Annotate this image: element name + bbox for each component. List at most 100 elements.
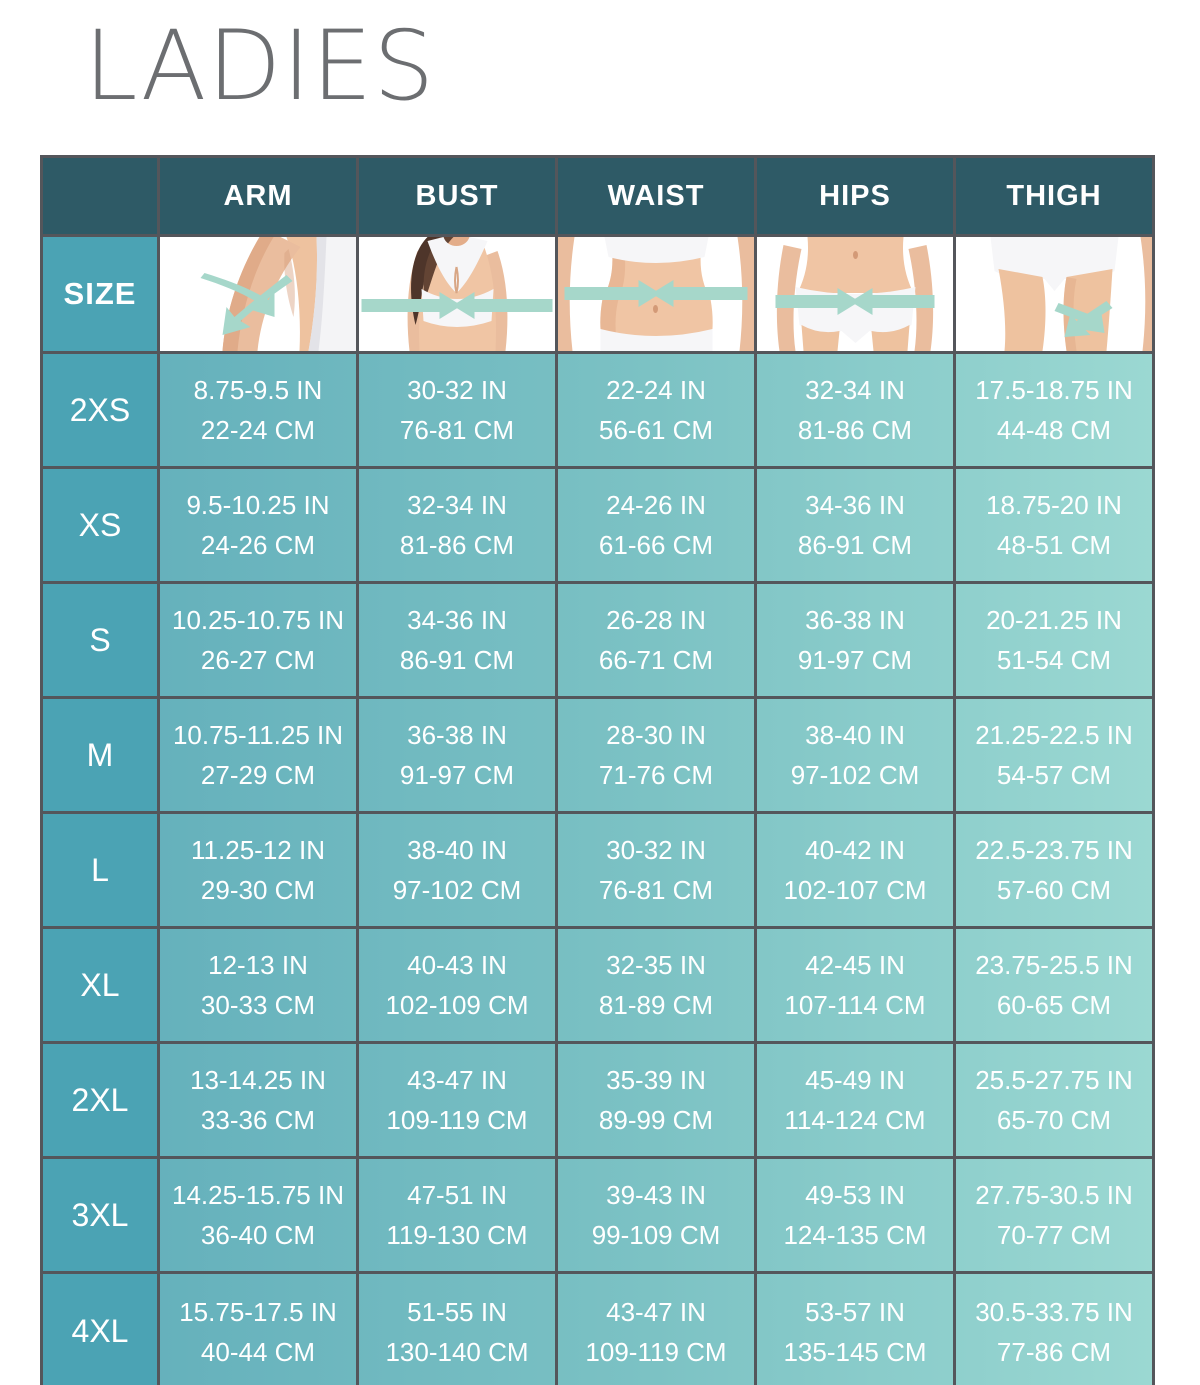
measurement-centimeters: 109-119 CM <box>585 1336 727 1367</box>
measurement-cell-arm: 10.25-10.75 IN 26-27 CM <box>160 584 359 696</box>
measurement-centimeters: 102-109 CM <box>385 990 529 1020</box>
measurement-inches: 18.75-20 IN <box>986 490 1122 520</box>
measurement-centimeters: 66-71 CM <box>598 645 714 675</box>
size-label: XL <box>43 929 160 1041</box>
measurement-inches: 36-38 IN <box>407 720 507 750</box>
measurement-cell-hips: 42-45 IN 107-114 CM <box>757 929 956 1041</box>
measurement-centimeters: 86-91 CM <box>797 530 913 560</box>
measurement-cell-thigh: 22.5-23.75 IN 57-60 CM <box>956 814 1152 926</box>
measurement-cell-waist: 32-35 IN 81-89 CM <box>558 929 757 1041</box>
measurement-cell-thigh: 25.5-27.75 IN 65-70 CM <box>956 1044 1152 1156</box>
size-row: L 11.25-12 IN 29-30 CM 38-40 IN 97-102 C… <box>43 814 1152 929</box>
size-row-header: SIZE <box>43 237 160 351</box>
measurement-inches: 10.25-10.75 IN <box>171 605 344 635</box>
measurement-centimeters: 81-89 CM <box>598 990 714 1020</box>
measurement-centimeters: 22-24 CM <box>200 415 316 445</box>
measurement-cell-bust: 47-51 IN 119-130 CM <box>359 1159 558 1271</box>
measurement-centimeters: 76-81 CM <box>598 875 714 905</box>
column-header: WAIST <box>558 158 757 234</box>
column-header: ARM <box>160 158 359 234</box>
measurement-inches: 40-42 IN <box>805 835 905 865</box>
measurement-centimeters: 119-130 CM <box>386 1220 528 1250</box>
measurement-inches: 43-47 IN <box>407 1065 507 1095</box>
measurement-centimeters: 99-109 CM <box>591 1220 721 1250</box>
column-header: HIPS <box>757 158 956 234</box>
measurement-inches: 25.5-27.75 IN <box>975 1065 1133 1095</box>
measurement-cell-hips: 45-49 IN 114-124 CM <box>757 1044 956 1156</box>
size-row: 4XL 15.75-17.5 IN 40-44 CM 51-55 IN 130-… <box>43 1274 1152 1385</box>
thigh-figure-image <box>956 237 1152 351</box>
measurement-cell-bust: 32-34 IN 81-86 CM <box>359 469 558 581</box>
measurement-centimeters: 33-36 CM <box>200 1105 316 1135</box>
size-label: S <box>43 584 160 696</box>
size-row: 2XL 13-14.25 IN 33-36 CM 43-47 IN 109-11… <box>43 1044 1152 1159</box>
measurement-centimeters: 24-26 CM <box>200 530 316 560</box>
measurement-centimeters: 86-91 CM <box>399 645 515 675</box>
measurement-centimeters: 97-102 CM <box>790 760 920 790</box>
measurement-centimeters: 81-86 CM <box>797 415 913 445</box>
measurement-inches: 20-21.25 IN <box>986 605 1122 635</box>
measurement-inches: 45-49 IN <box>805 1065 905 1095</box>
measurement-centimeters: 65-70 CM <box>996 1105 1112 1135</box>
measurement-centimeters: 70-77 CM <box>996 1220 1112 1250</box>
measurement-centimeters: 26-27 CM <box>200 645 316 675</box>
measurement-cell-hips: 40-42 IN 102-107 CM <box>757 814 956 926</box>
figures-row: SIZE <box>43 237 1152 354</box>
column-header: BUST <box>359 158 558 234</box>
measurement-inches: 49-53 IN <box>805 1180 905 1210</box>
measurement-cell-waist: 43-47 IN 109-119 CM <box>558 1274 757 1385</box>
measurement-cell-waist: 26-28 IN 66-71 CM <box>558 584 757 696</box>
measurement-centimeters: 40-44 CM <box>200 1336 316 1367</box>
measurement-centimeters: 97-102 CM <box>392 875 522 905</box>
measurement-inches: 36-38 IN <box>805 605 905 635</box>
thigh-figure <box>956 237 1152 351</box>
measurement-inches: 28-30 IN <box>606 720 706 750</box>
measurement-cell-waist: 24-26 IN 61-66 CM <box>558 469 757 581</box>
measurement-centimeters: 76-81 CM <box>399 415 515 445</box>
size-row: M 10.75-11.25 IN 27-29 CM 36-38 IN 91-97… <box>43 699 1152 814</box>
measurement-cell-bust: 34-36 IN 86-91 CM <box>359 584 558 696</box>
measurement-inches: 21.25-22.5 IN <box>975 720 1133 750</box>
measurement-centimeters: 29-30 CM <box>200 875 316 905</box>
measurement-inches: 17.5-18.75 IN <box>975 375 1133 405</box>
measurement-centimeters: 61-66 CM <box>598 530 714 560</box>
measurement-inches: 42-45 IN <box>805 950 905 980</box>
measurement-inches: 32-35 IN <box>606 950 706 980</box>
measurement-inches: 53-57 IN <box>805 1296 905 1327</box>
measurement-cell-hips: 38-40 IN 97-102 CM <box>757 699 956 811</box>
measurement-centimeters: 107-114 CM <box>784 990 926 1020</box>
table-corner-cell <box>43 158 160 234</box>
measurement-inches: 34-36 IN <box>407 605 507 635</box>
measurement-inches: 27.75-30.5 IN <box>975 1180 1133 1210</box>
measurement-centimeters: 54-57 CM <box>996 760 1112 790</box>
measurement-inches: 23.75-25.5 IN <box>975 950 1133 980</box>
size-row: XS 9.5-10.25 IN 24-26 CM 32-34 IN 81-86 … <box>43 469 1152 584</box>
measurement-inches: 24-26 IN <box>606 490 706 520</box>
ladies-size-table: ARM BUST WAIST HIPS THIGH SIZE <box>40 155 1155 1385</box>
measurement-inches: 13-14.25 IN <box>190 1065 326 1095</box>
hips-figure-image <box>757 237 956 351</box>
measurement-cell-waist: 28-30 IN 71-76 CM <box>558 699 757 811</box>
measurement-cell-bust: 40-43 IN 102-109 CM <box>359 929 558 1041</box>
measurement-inches: 30-32 IN <box>606 835 706 865</box>
measurement-cell-bust: 36-38 IN 91-97 CM <box>359 699 558 811</box>
size-row: S 10.25-10.75 IN 26-27 CM 34-36 IN 86-91… <box>43 584 1152 699</box>
waist-figure <box>558 237 754 351</box>
measurement-centimeters: 56-61 CM <box>598 415 714 445</box>
size-row: XL 12-13 IN 30-33 CM 40-43 IN 102-109 CM… <box>43 929 1152 1044</box>
measurement-inches: 22.5-23.75 IN <box>975 835 1133 865</box>
measurement-cell-arm: 13-14.25 IN 33-36 CM <box>160 1044 359 1156</box>
measurement-cell-arm: 10.75-11.25 IN 27-29 CM <box>160 699 359 811</box>
measurement-cell-arm: 12-13 IN 30-33 CM <box>160 929 359 1041</box>
hips-figure <box>757 237 953 351</box>
measurement-centimeters: 130-140 CM <box>385 1336 529 1367</box>
measurement-centimeters: 48-51 CM <box>996 530 1112 560</box>
waist-figure-image <box>558 237 757 351</box>
measurement-centimeters: 91-97 CM <box>399 760 515 790</box>
size-row: 2XS 8.75-9.5 IN 22-24 CM 30-32 IN 76-81 … <box>43 354 1152 469</box>
measurement-centimeters: 71-76 CM <box>598 760 714 790</box>
measurement-cell-waist: 22-24 IN 56-61 CM <box>558 354 757 466</box>
size-label: 2XS <box>43 354 160 466</box>
measurement-inches: 38-40 IN <box>805 720 905 750</box>
